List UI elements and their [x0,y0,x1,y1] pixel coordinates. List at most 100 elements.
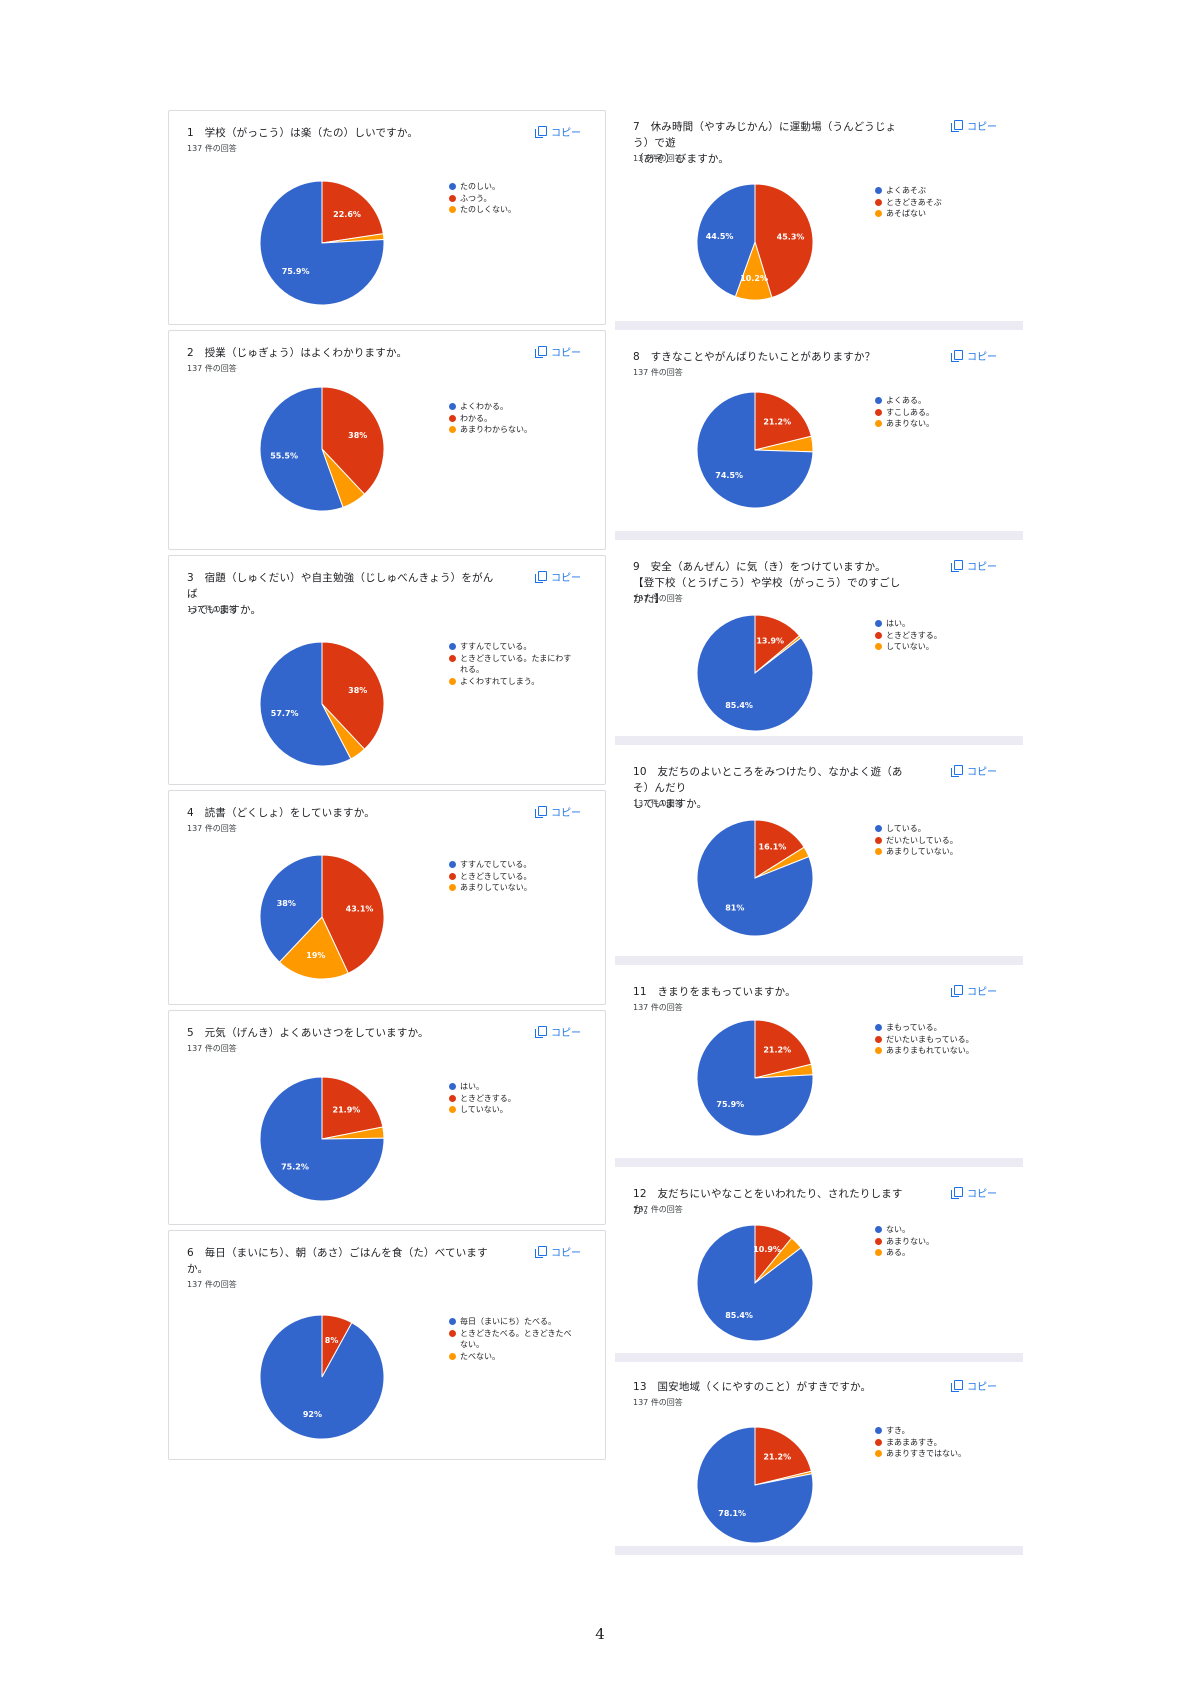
legend-item: あそばない [875,208,1011,220]
legend: している。 だいたいしている。 あまりしていない。 [875,823,1011,858]
legend-label: 毎日（まいにち）たべる。 [460,1317,556,1326]
copy-label: コピー [967,1382,997,1393]
copy-button[interactable]: コピー [951,983,997,998]
legend-label: ある。 [886,1248,910,1257]
legend-item: よくわかる。 [449,401,595,413]
legend-label: よくわかる。 [460,402,508,411]
legend-dot-icon [875,1237,882,1245]
legend-dot-icon [875,1427,882,1434]
question-title: 10 友だちのよいところをみつけたり、なかよく遊（あそ）んだり していますか。 [633,766,903,810]
legend-label: よくある。 [886,396,926,405]
legend-item: ときどきたべる。ときどきたべ ない。 [449,1328,595,1351]
copy-button[interactable]: コピー [535,344,581,359]
copy-button[interactable]: コピー [535,804,581,819]
legend-dot-icon [449,654,456,662]
copy-icon [951,1379,963,1392]
question-card-3: 3 宿題（しゅくだい）や自主勉強（じしゅべんきょう）をがんば っていますか。 13… [168,555,606,785]
question-title: 5 元気（げんき）よくあいさつをしていますか。 [187,1027,429,1039]
question-title: 4 読書（どくしょ）をしていますか。 [187,807,375,819]
pie-chart: 38% 43.1% 19% [259,854,385,980]
legend-dot-icon [449,426,456,433]
pie-label-2: 43.1% [346,905,374,914]
pie-slice-1 [696,1019,814,1137]
pie-label-1: 55.5% [270,452,298,461]
question-card-10: 10 友だちのよいところをみつけたり、なかよく遊（あそ）んだり していますか。 1… [615,750,1023,965]
legend-dot-icon [875,210,882,217]
response-count: 137 件の回答 [633,1398,683,1407]
legend-item: あまりわからない。 [449,424,595,436]
legend-label: すき。 [886,1426,910,1435]
legend-dot-icon [875,1438,882,1446]
response-count: 137 件の回答 [633,1205,683,1214]
question-title: 1 学校（がっこう）は楽（たの）しいですか。 [187,127,419,139]
response-count: 137 件の回答 [633,799,683,808]
legend-dot-icon [449,643,456,650]
legend-label: よくあそぶ [886,186,926,195]
pie-label-1: 74.5% [715,471,743,480]
legend-dot-icon [449,206,456,213]
legend-item: ある。 [875,1247,1011,1259]
pie-label-1: 75.9% [282,267,310,276]
legend-item: だいたいまもっている。 [875,1034,1011,1046]
copy-label: コピー [967,122,997,133]
response-count: 137 件の回答 [633,594,683,603]
copy-button[interactable]: コピー [535,1244,581,1259]
pie-slice-1 [696,614,814,732]
legend: ない。 あまりない。 ある。 [875,1224,1011,1259]
copy-button[interactable]: コピー [951,1378,997,1393]
copy-button[interactable]: コピー [535,569,581,584]
copy-button[interactable]: コピー [951,763,997,778]
copy-label: コピー [551,573,581,584]
legend-label: はい。 [886,619,910,628]
copy-button[interactable]: コピー [951,118,997,133]
question-title: 13 国安地域（くにやすのこと）がすきですか。 [633,1381,872,1393]
copy-button[interactable]: コピー [951,1185,997,1200]
copy-button[interactable]: コピー [951,348,997,363]
response-count: 137 件の回答 [187,364,237,373]
pie-chart: 57.7% 38% [259,641,385,767]
legend-label: すこしある。 [886,407,934,417]
pie-slice-1 [696,1426,814,1544]
legend-item: あまりまもれていない。 [875,1045,1011,1057]
legend-dot-icon [449,1083,456,1090]
pie-slice-2 [754,1019,812,1079]
response-count: 137 件の回答 [633,154,683,163]
legend-label: ない。 [886,1225,910,1234]
copy-label: コピー [551,808,581,819]
copy-button[interactable]: コピー [951,558,997,573]
legend-item: よくあそぶ [875,185,1011,197]
legend-label: していない。 [460,1105,508,1114]
copy-button[interactable]: コピー [535,1024,581,1039]
pie-slice-2 [754,1426,812,1486]
pie-label-1: 85.4% [725,701,753,710]
pie-label-2: 10.9% [753,1245,781,1254]
legend-label: ときどきする。 [460,1093,516,1103]
pie-slice-1 [259,1076,385,1202]
legend-item: はい。 [449,1081,595,1093]
legend-item: ときどきしている。たまにわす れる。 [449,653,595,676]
legend-dot-icon [875,1047,882,1054]
legend-item: すすんでしている。 [449,859,595,871]
legend: すすんでしている。 ときどきしている。たまにわす れる。 よくわすれてしまう。 [449,641,595,687]
pie-label-1: 78.1% [718,1509,746,1518]
legend-item: すすんでしている。 [449,641,595,653]
response-count: 137 件の回答 [633,368,683,377]
legend-label: あまりすきではない。 [886,1449,966,1458]
response-count: 137 件の回答 [187,144,237,153]
pie-label-2: 16.1% [759,843,787,852]
legend-dot-icon [875,397,882,404]
legend-label: ときどきしている。 [460,871,532,881]
copy-icon [951,764,963,777]
copy-button[interactable]: コピー [535,124,581,139]
legend-item: あまりすきではない。 [875,1448,1011,1460]
legend: まもっている。 だいたいまもっている。 あまりまもれていない。 [875,1022,1011,1057]
response-count: 137 件の回答 [187,1280,237,1289]
legend-item: まもっている。 [875,1022,1011,1034]
legend-dot-icon [875,836,882,844]
pie-slice-1 [696,1224,814,1342]
question-title: 3 宿題（しゅくだい）や自主勉強（じしゅべんきょう）をがんば っていますか。 [187,572,494,616]
legend-label: あまりない。 [886,419,934,428]
pie-slice-1 [259,386,344,512]
pie-label-3: 10.2% [740,274,768,283]
legend-label: まあまあすき。 [886,1437,942,1447]
